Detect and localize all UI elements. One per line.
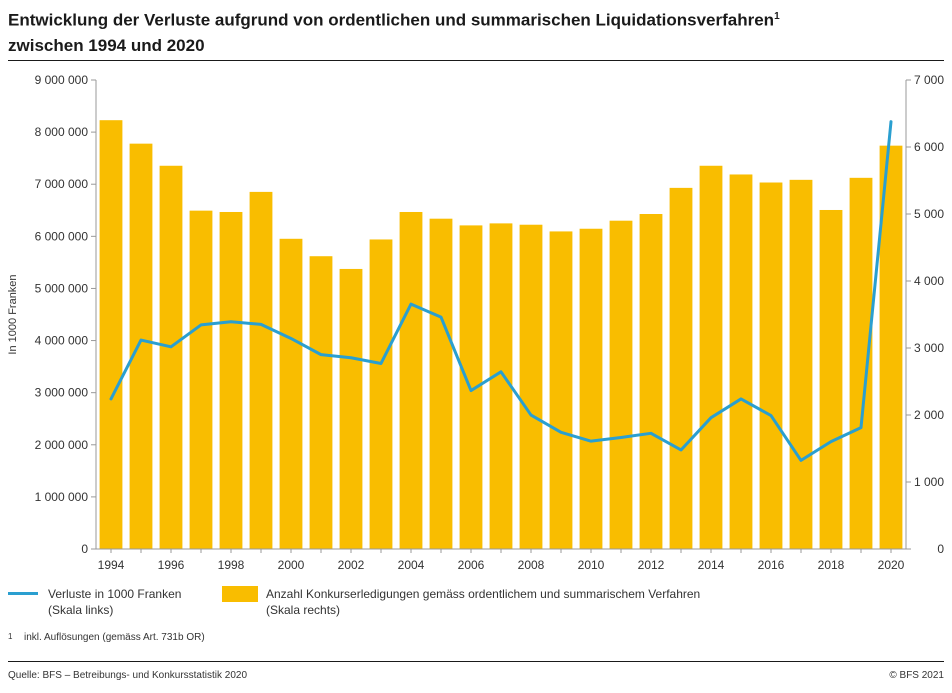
y-left-tick-label: 1 000 000 xyxy=(35,490,89,504)
y-left-tick-label: 7 000 000 xyxy=(35,177,89,191)
y-right-tick-label: 5 000 xyxy=(914,207,944,221)
bar-2002 xyxy=(339,268,363,549)
legend-item-bar: Anzahl Konkurserledigungen gemäss ordent… xyxy=(222,586,822,618)
x-tick-label: 2016 xyxy=(758,558,785,572)
y-right-tick-label: 2 000 xyxy=(914,408,944,422)
bar-2013 xyxy=(669,187,693,549)
bar-1997 xyxy=(189,210,213,549)
bar-1995 xyxy=(129,143,153,549)
bar-1998 xyxy=(219,211,243,550)
bar-2007 xyxy=(489,223,513,549)
legend-line-swatch xyxy=(8,592,38,595)
x-tick-label: 2000 xyxy=(278,558,305,572)
chart-title-text: Entwicklung der Verluste aufgrund von or… xyxy=(8,10,775,30)
y-axis-title: In 1000 Franken xyxy=(7,274,19,354)
y-left-tick-label: 2 000 000 xyxy=(35,438,89,452)
bar-2015 xyxy=(729,174,753,549)
y-left-tick-label: 5 000 000 xyxy=(35,281,89,295)
chart-title: Entwicklung der Verluste aufgrund von or… xyxy=(8,4,944,58)
legend-bar-sub: (Skala rechts) xyxy=(266,603,341,617)
bar-2017 xyxy=(789,179,813,549)
x-tick-label: 2014 xyxy=(698,558,725,572)
legend-bar-label: Anzahl Konkurserledigungen gemäss ordent… xyxy=(266,587,701,601)
footnote-text: inkl. Auflösungen (gemäss Art. 731b OR) xyxy=(24,632,205,643)
y-right-tick-label: 1 000 xyxy=(914,475,944,489)
top-divider xyxy=(8,60,944,61)
y-left-tick-label: 6 000 000 xyxy=(35,229,89,243)
title-footnote-mark: 1 xyxy=(774,11,780,22)
x-tick-label: 2012 xyxy=(638,558,665,572)
bar-2001 xyxy=(309,256,333,549)
bar-2018 xyxy=(819,209,843,550)
line-series-verluste xyxy=(109,120,893,462)
x-tick-label: 1996 xyxy=(158,558,185,572)
bar-2010 xyxy=(579,228,603,550)
bar-2011 xyxy=(609,220,633,549)
legend-bar-swatch xyxy=(222,586,258,602)
legend-line-sub: (Skala links) xyxy=(48,603,114,617)
bar-2003 xyxy=(369,239,393,549)
bar-2012 xyxy=(639,214,663,549)
footnote: 1 inkl. Auflösungen (gemäss Art. 731b OR) xyxy=(8,632,205,643)
bar-1996 xyxy=(159,165,183,549)
legend-line-label: Verluste in 1000 Franken xyxy=(48,587,182,601)
bar-2009 xyxy=(549,231,573,550)
x-tick-label: 1998 xyxy=(218,558,245,572)
y-right-tick-label: 3 000 xyxy=(914,341,944,355)
bar-2014 xyxy=(699,165,723,549)
bar-2008 xyxy=(519,224,543,549)
x-tick-label: 2010 xyxy=(578,558,605,572)
bar-2020 xyxy=(879,145,903,549)
source-note: Quelle: BFS – Betreibungs- und Konkursst… xyxy=(8,670,248,681)
bar-1994 xyxy=(99,120,123,549)
x-tick-label: 2004 xyxy=(398,558,425,572)
bar-2019 xyxy=(849,177,873,549)
y-left-tick-label: 8 000 000 xyxy=(35,125,89,139)
bar-1999 xyxy=(249,191,273,549)
bar-2004 xyxy=(399,211,423,550)
footnote-mark: 1 xyxy=(8,632,13,641)
x-tick-label: 2018 xyxy=(818,558,845,572)
x-tick-label: 2020 xyxy=(878,558,905,572)
x-tick-label: 1994 xyxy=(98,558,125,572)
y-left-tick-label: 0 xyxy=(81,542,88,556)
y-right-tick-label: 4 000 xyxy=(914,274,944,288)
y-right-tick-label: 0 xyxy=(937,542,944,556)
x-tick-label: 2002 xyxy=(338,558,365,572)
bar-2000 xyxy=(279,238,303,550)
y-right-tick-label: 6 000 xyxy=(914,140,944,154)
copyright-note: © BFS 2021 xyxy=(889,670,944,681)
bar-2005 xyxy=(429,218,453,549)
y-left-tick-label: 3 000 000 xyxy=(35,386,89,400)
chart-title-line2: zwischen 1994 und 2020 xyxy=(8,35,205,55)
legend-item-line: Verluste in 1000 Franken (Skala links) xyxy=(8,586,228,618)
x-tick-label: 2006 xyxy=(458,558,485,572)
bar-2016 xyxy=(759,182,783,549)
x-tick-label: 2008 xyxy=(518,558,545,572)
y-left-tick-label: 4 000 000 xyxy=(35,334,89,348)
y-right-tick-label: 7 000 xyxy=(914,73,944,87)
y-left-tick-label: 9 000 000 xyxy=(35,73,89,87)
combo-chart: 0 1 000 000 2 000 000 3 000 000 4 000 000 5 0… xyxy=(7,73,944,572)
bottom-divider xyxy=(8,661,944,662)
